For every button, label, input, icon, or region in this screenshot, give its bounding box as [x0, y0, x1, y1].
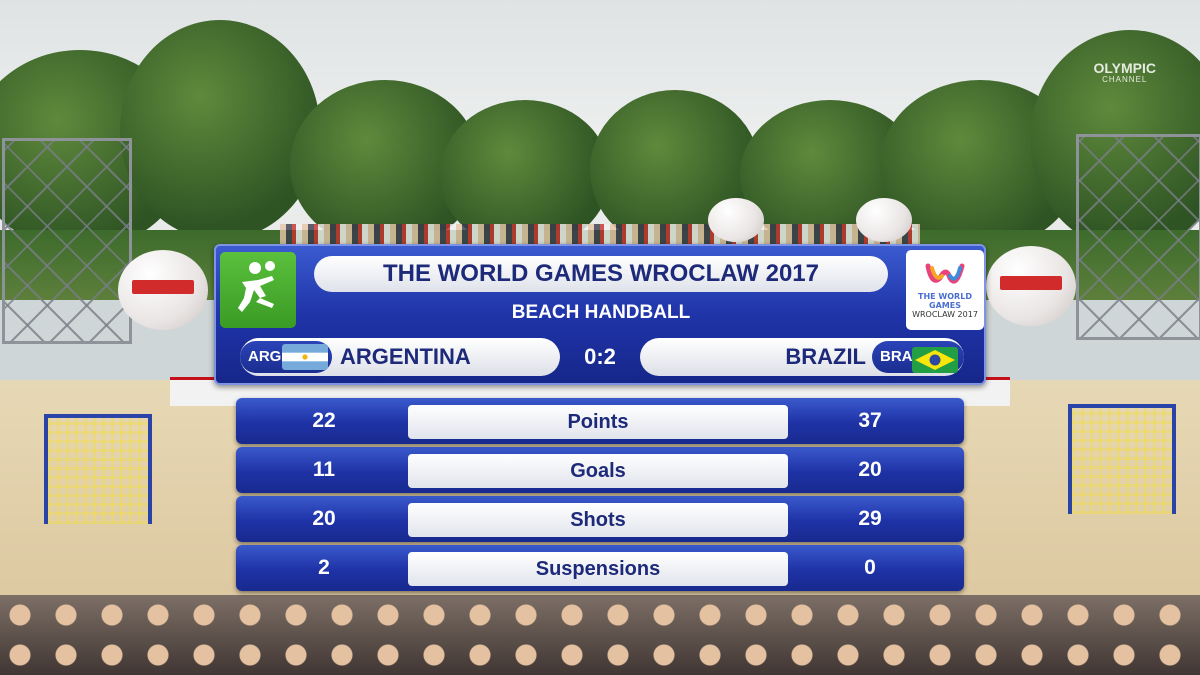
crowd-foreground — [0, 595, 1200, 675]
broadcaster-watermark: OLYMPIC CHANNEL — [1093, 60, 1157, 86]
stat-label: Goals — [408, 454, 788, 488]
brazil-flag-icon — [912, 347, 958, 373]
sponsor-balloon-far-left — [708, 198, 764, 242]
sponsor-balloon-right — [986, 246, 1076, 326]
left-goal — [44, 414, 152, 524]
world-games-logo: THE WORLD GAMES WROCLAW 2017 — [906, 250, 984, 330]
away-team-code: BRA — [880, 348, 913, 365]
kaufland-logo — [132, 280, 194, 294]
argentina-flag-icon — [282, 344, 328, 370]
stat-label: Suspensions — [408, 552, 788, 586]
away-stat-value: 20 — [858, 458, 882, 481]
right-scaffold — [1076, 134, 1200, 340]
logo-line2: WROCLAW 2017 — [912, 310, 978, 319]
right-goal — [1068, 404, 1176, 514]
away-stat-value: 0 — [864, 556, 876, 579]
logo-line1: THE WORLD GAMES — [918, 292, 972, 310]
world-games-rings-icon — [925, 263, 965, 284]
away-team-code-box: BRA — [872, 341, 964, 373]
sport-name: BEACH HANDBALL — [511, 302, 691, 323]
broadcaster-name: OLYMPIC — [1093, 60, 1157, 76]
broadcaster-subname: CHANNEL — [1102, 75, 1148, 84]
scoreboard-header: THE WORLD GAMES WROCLAW 2017 BEACH HANDB… — [214, 244, 986, 385]
kaufland-logo — [1000, 276, 1062, 290]
sponsor-balloon-far-right — [856, 198, 912, 242]
home-team-bar: ARG ARGENTINA — [240, 338, 560, 376]
away-stat-value: 29 — [858, 507, 882, 530]
home-stat-value: 20 — [312, 507, 336, 530]
home-stat-value: 11 — [312, 458, 336, 481]
event-title: THE WORLD GAMES WROCLAW 2017 — [314, 256, 888, 292]
home-stat-value: 2 — [318, 556, 330, 579]
match-score: 0:2 — [584, 344, 616, 369]
stat-row-suspensions: 2 Suspensions 0 — [236, 545, 964, 591]
home-team-name: ARGENTINA — [340, 344, 471, 369]
crowd-far — [280, 224, 920, 244]
stat-label: Shots — [408, 503, 788, 537]
stat-row-shots: 20 Shots 29 — [236, 496, 964, 542]
home-stat-value: 22 — [312, 409, 336, 432]
stat-label: Points — [408, 405, 788, 439]
sponsor-balloon-left — [118, 250, 208, 330]
stat-row-points: 22 Points 37 — [236, 398, 964, 444]
beach-handball-icon — [220, 252, 296, 328]
away-team-name: BRAZIL — [785, 344, 866, 369]
away-team-bar: BRAZIL BRA — [640, 338, 964, 376]
left-scaffold — [2, 138, 132, 344]
stat-row-goals: 11 Goals 20 — [236, 447, 964, 493]
away-stat-value: 37 — [858, 409, 882, 432]
